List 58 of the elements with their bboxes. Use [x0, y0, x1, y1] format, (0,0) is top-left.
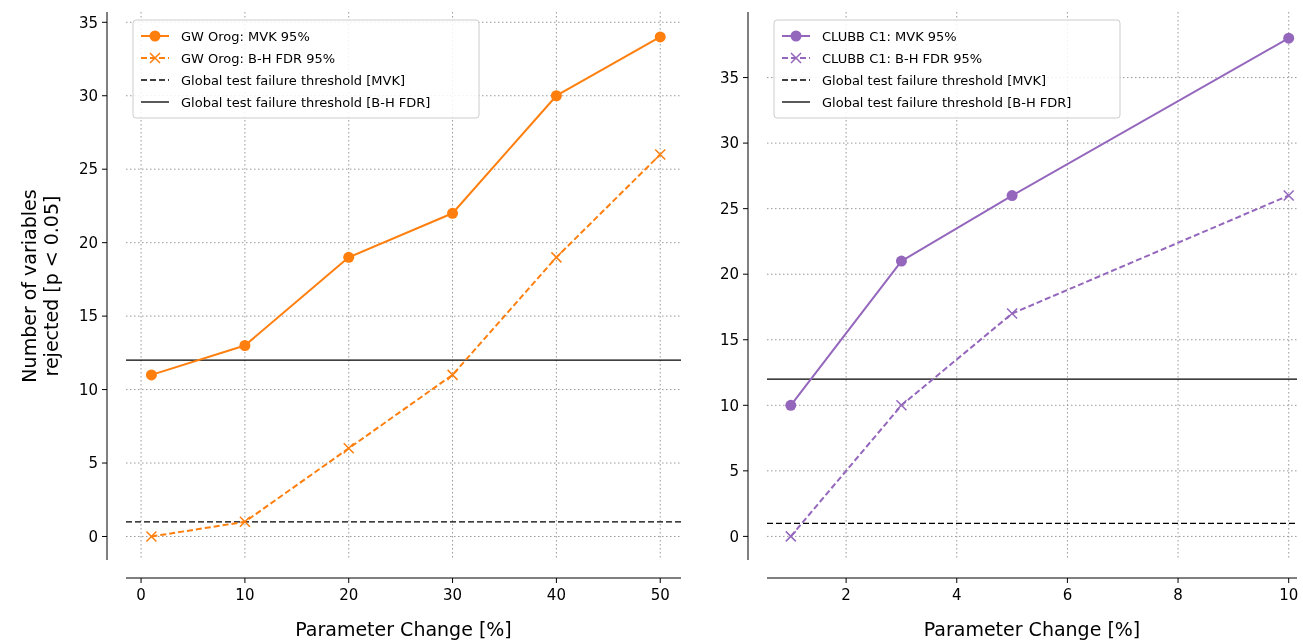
y-tick-label: 30 [78, 86, 98, 105]
legend-label: CLUBB C1: B-H FDR 95% [822, 50, 983, 66]
point [342, 442, 355, 455]
x-tick-label: 4 [951, 586, 962, 604]
point [145, 530, 158, 543]
point [654, 148, 666, 161]
y-axis-title: Number of variables rejected [p < 0.05] [17, 189, 63, 383]
x-tick-label: 40 [546, 586, 566, 604]
x-tick-label: 50 [650, 586, 670, 604]
point [1282, 189, 1295, 202]
legend-label: Global test failure threshold [B-H FDR] [822, 94, 1072, 110]
point [550, 90, 562, 102]
y-tick-label: 15 [719, 331, 739, 349]
legend-label: GW Orog: B-H FDR 95% [181, 50, 336, 66]
point [785, 399, 797, 411]
x-tick-label: 0 [136, 586, 146, 604]
legend-label: GW Orog: MVK 95% [181, 28, 310, 44]
y-tick-label: 15 [78, 307, 98, 326]
point [785, 530, 797, 543]
point [239, 340, 251, 351]
y-tick-label: 10 [719, 396, 739, 415]
x-tick-label: 10 [1279, 586, 1299, 604]
point [239, 516, 251, 528]
y-tick-label: 5 [88, 454, 98, 473]
y-tick-label: 30 [719, 134, 739, 153]
y-tick-label: 20 [78, 233, 98, 252]
x-tick-label: 10 [235, 586, 255, 604]
x-axis-title: Parameter Change [%] [295, 618, 512, 640]
point [446, 369, 459, 381]
y-tick-label: 20 [719, 265, 739, 284]
x-axis-title: Parameter Change [%] [923, 618, 1141, 640]
y-tick-label: 5 [729, 462, 739, 481]
x-tick-label: 8 [1173, 586, 1183, 604]
point [1283, 32, 1295, 44]
point [895, 255, 907, 267]
x-tick-label: 2 [841, 586, 851, 604]
point [550, 251, 563, 264]
legend-label: Global test failure threshold [MVK] [822, 72, 1047, 88]
point [1006, 307, 1018, 320]
y-tick-label: 25 [719, 199, 739, 218]
x-tick-label: 20 [339, 586, 359, 604]
y-tick-label: 0 [729, 527, 739, 546]
x-tick-label: 6 [1062, 586, 1073, 604]
legend-label: CLUBB C1: MVK 95% [822, 28, 957, 44]
y-tick-label: 35 [78, 13, 98, 32]
y-tick-label: 0 [88, 527, 98, 546]
point [343, 251, 355, 263]
y-tick-label: 10 [78, 380, 98, 399]
point [1006, 190, 1018, 202]
y-tick-label: 35 [719, 68, 739, 87]
point [447, 207, 459, 219]
legend-label: Global test failure threshold [B-H FDR] [181, 94, 431, 110]
point [145, 369, 157, 381]
y-tick-label: 25 [78, 160, 98, 179]
x-tick-label: 30 [443, 586, 463, 604]
legend-label: Global test failure threshold [MVK] [181, 72, 406, 88]
point [895, 399, 908, 412]
point [654, 31, 666, 43]
